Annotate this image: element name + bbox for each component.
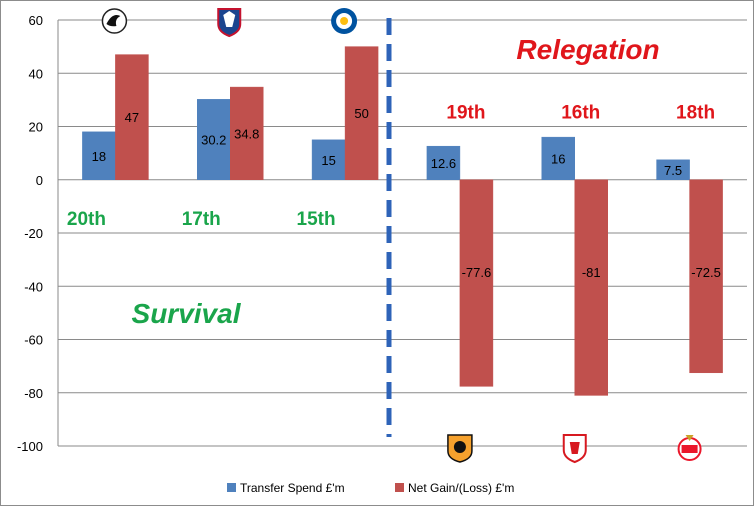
data-label: -77.6 <box>462 265 492 280</box>
legend-label-net-gain: Net Gain/(Loss) £'m <box>408 481 514 495</box>
data-label: 7.5 <box>664 163 682 178</box>
survival-zone-label: Survival <box>132 298 242 329</box>
bar-net-gain <box>574 179 608 396</box>
league-position-label: 16th <box>561 103 600 124</box>
data-label: 50 <box>354 106 368 121</box>
bar-transfer-spend <box>541 136 575 180</box>
fox-crest-icon <box>331 8 358 34</box>
y-tick-label: -100 <box>17 439 43 454</box>
data-label: 30.2 <box>201 133 226 148</box>
y-tick-label: 20 <box>29 120 43 135</box>
y-tick-label: -40 <box>24 279 43 294</box>
data-label: 12.6 <box>431 156 456 171</box>
league-position-label: 17th <box>182 209 221 230</box>
legend-swatch-transfer-spend <box>227 483 236 492</box>
legend-label-transfer-spend: Transfer Spend £'m <box>240 481 345 495</box>
league-position-label: 19th <box>446 103 485 124</box>
data-label: -72.5 <box>691 265 721 280</box>
y-tick-label: -60 <box>24 333 43 348</box>
bar-net-gain <box>344 46 379 180</box>
ship-crest-icon <box>677 435 702 461</box>
league-position-label: 15th <box>297 209 336 230</box>
y-tick-label: 60 <box>29 13 43 28</box>
league-position-label: 18th <box>676 103 715 124</box>
data-label: 16 <box>551 151 565 166</box>
bar-net-gain <box>689 179 723 374</box>
bar-transfer-spend <box>426 145 461 180</box>
data-label: 47 <box>125 110 139 125</box>
y-tick-label: 0 <box>36 173 43 188</box>
y-tick-label: 40 <box>29 66 43 81</box>
bar-net-gain <box>115 54 149 180</box>
bar-transfer-spend <box>656 159 690 180</box>
bar-net-gain <box>230 86 264 180</box>
lion-crest-icon <box>562 434 587 464</box>
league-position-label: 20th <box>67 209 106 230</box>
bar-net-gain <box>459 179 494 387</box>
data-label: 15 <box>321 153 335 168</box>
data-label: -81 <box>582 265 601 280</box>
bar-transfer-spend <box>197 99 231 180</box>
relegation-zone-label: Relegation <box>516 34 659 65</box>
y-tick-label: -80 <box>24 386 43 401</box>
legend-swatch-net-gain <box>395 483 404 492</box>
eagle-crest-icon <box>217 8 242 38</box>
swan-crest-icon <box>101 8 128 34</box>
data-label: 18 <box>92 149 106 164</box>
bar-transfer-spend <box>311 139 346 180</box>
tiger-crest-icon <box>447 434 473 463</box>
y-tick-label: -20 <box>24 226 43 241</box>
data-label: 34.8 <box>234 126 259 141</box>
